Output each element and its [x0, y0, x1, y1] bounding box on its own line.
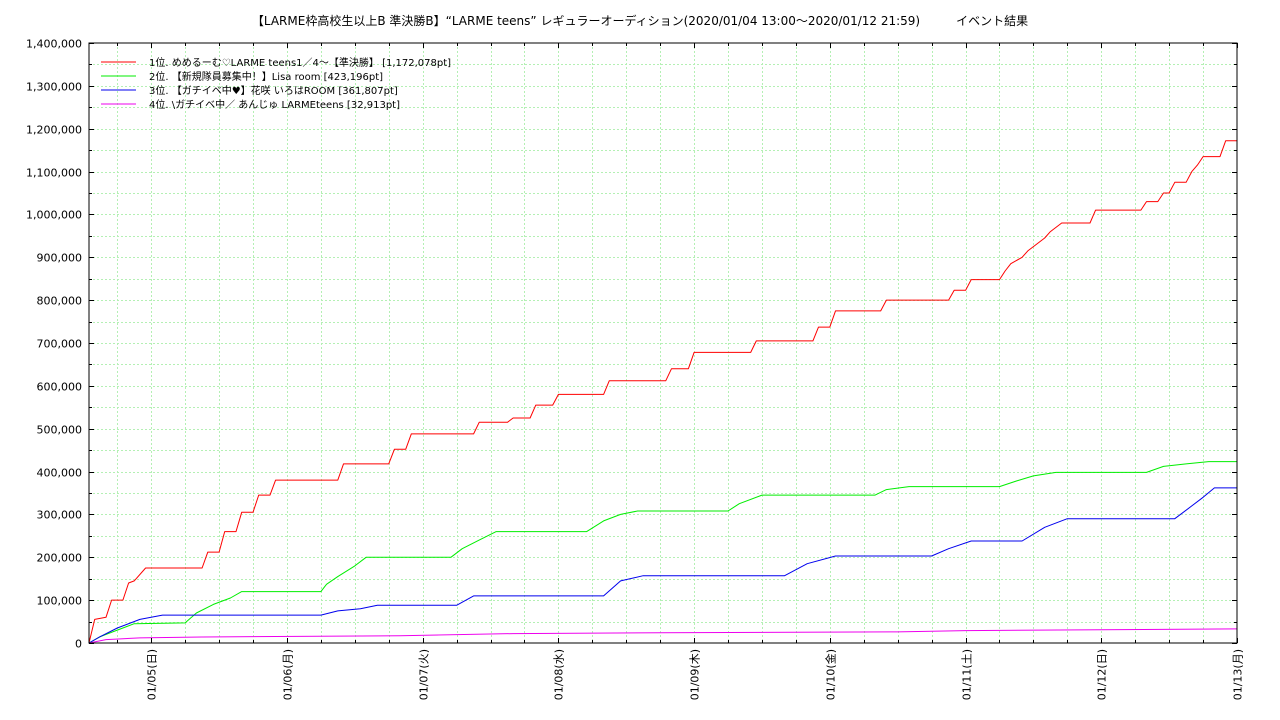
legend-label-2: 2位. 【新規隊員募集中！】Lisa room [423,196pt]	[149, 70, 383, 83]
y-tick-label: 800,000	[37, 295, 83, 308]
x-tick-label: 01/05(日)	[146, 649, 159, 700]
x-tick-label: 01/07(火)	[418, 649, 431, 700]
y-tick-label: 700,000	[37, 338, 83, 351]
legend: 1位. めめるーむ♡LARME teens1／4〜【準決勝】 [1,172,07…	[101, 56, 451, 111]
legend-label-1: 1位. めめるーむ♡LARME teens1／4〜【準決勝】 [1,172,07…	[149, 56, 451, 69]
x-tick-label: 01/09(木)	[689, 649, 702, 700]
series-line-1	[88, 140, 1237, 644]
series-line-2	[88, 461, 1237, 644]
y-tick-label: 1,200,000	[26, 124, 82, 137]
x-tick-label: 01/06(月)	[282, 649, 295, 700]
y-tick-label: 1,100,000	[26, 167, 82, 180]
y-tick-label: 600,000	[37, 381, 83, 394]
y-tick-label: 300,000	[37, 509, 83, 522]
y-tick-label: 1,400,000	[26, 38, 82, 51]
y-tick-label: 900,000	[37, 252, 83, 265]
grid-layer	[89, 43, 1237, 643]
series-line-4	[88, 628, 1238, 644]
x-tick-label: 01/13(月)	[1232, 649, 1245, 700]
y-tick-label: 200,000	[37, 552, 83, 565]
legend-label-3: 3位. 【ガチイベ中♥】花咲 いろはROOM [361,807pt]	[149, 84, 398, 97]
series-layer	[88, 140, 1238, 644]
axis-layer: 0 100,000 200,000 300,000 400,000 500,000 600,…	[26, 38, 1244, 701]
y-tick-label: 100,000	[37, 595, 83, 608]
y-tick-label: 1,000,000	[26, 209, 82, 222]
chart-title: 【LARME枠高校生以上B 準決勝B】“LARME teens” レギュラーオー…	[251, 14, 1029, 28]
series-line-3	[88, 487, 1237, 644]
y-tick-label: 1,300,000	[26, 81, 82, 94]
y-tick-label: 400,000	[37, 467, 83, 480]
x-tick-label: 01/10(金)	[824, 649, 838, 700]
y-tick-label: 0	[75, 638, 82, 651]
legend-label-4: 4位. \ガチイベ中／ あんじゅ LARMEteens [32,913pt]	[149, 98, 400, 111]
x-tick-label: 01/08(水)	[553, 649, 566, 700]
x-tick-label: 01/12(日)	[1096, 649, 1109, 700]
x-tick-label: 01/11(土)	[961, 649, 974, 700]
y-tick-label: 500,000	[37, 424, 83, 437]
